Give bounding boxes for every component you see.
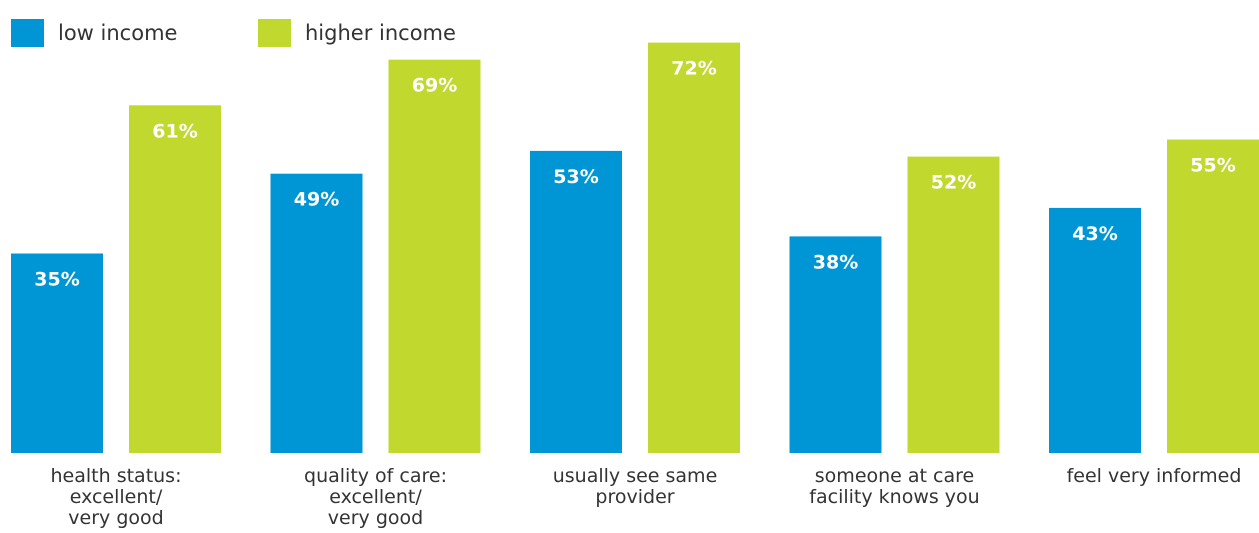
category-label: provider (595, 486, 674, 508)
category-label: someone at care (815, 465, 974, 487)
bar-value-label: 52% (931, 172, 976, 194)
legend-label-higher-income: higher income (305, 21, 456, 45)
bar-value-label: 61% (152, 120, 197, 142)
bar-higher-income-0 (129, 105, 221, 454)
category-label: very good (68, 507, 163, 529)
bar-low-income-4 (1049, 207, 1141, 453)
bar-higher-income-1 (388, 59, 481, 453)
legend-swatch-higher-income (258, 19, 291, 47)
bar-low-income-0 (11, 253, 103, 453)
bar-value-label: 35% (34, 269, 79, 291)
category-label: quality of care: (304, 465, 447, 487)
bar-value-label: 53% (553, 166, 598, 188)
bar-value-label: 72% (671, 58, 716, 80)
legend-swatch-low-income (11, 19, 44, 47)
bar-low-income-1 (270, 173, 363, 453)
chart-legend: low income higher income (11, 19, 456, 47)
bar-higher-income-3 (907, 156, 1000, 453)
category-label: very good (328, 507, 423, 529)
category-label: feel very informed (1067, 465, 1242, 487)
bar-value-label: 43% (1072, 223, 1117, 245)
bar-low-income-2 (530, 150, 622, 453)
category-label: excellent/ (329, 486, 422, 508)
bar-low-income-3 (789, 236, 882, 453)
category-label: facility knows you (809, 486, 979, 508)
category-label: excellent/ (70, 486, 163, 508)
category-labels: health status:excellent/very goodquality… (51, 465, 1242, 529)
category-label: health status: (51, 465, 182, 487)
bar-value-label: 38% (813, 251, 858, 273)
bar-value-label: 55% (1190, 155, 1235, 177)
bar-value-label: 49% (294, 189, 339, 211)
chart-bars (11, 42, 1259, 454)
bar-value-labels: 35% 61% 49% 69% 53% 72% 38% 52% 43% 55% (34, 58, 1235, 291)
bar-value-label: 69% (412, 75, 457, 97)
bar-higher-income-4 (1167, 139, 1259, 453)
bar-higher-income-2 (648, 42, 740, 453)
legend-label-low-income: low income (58, 21, 177, 45)
category-label: usually see same (553, 465, 718, 487)
